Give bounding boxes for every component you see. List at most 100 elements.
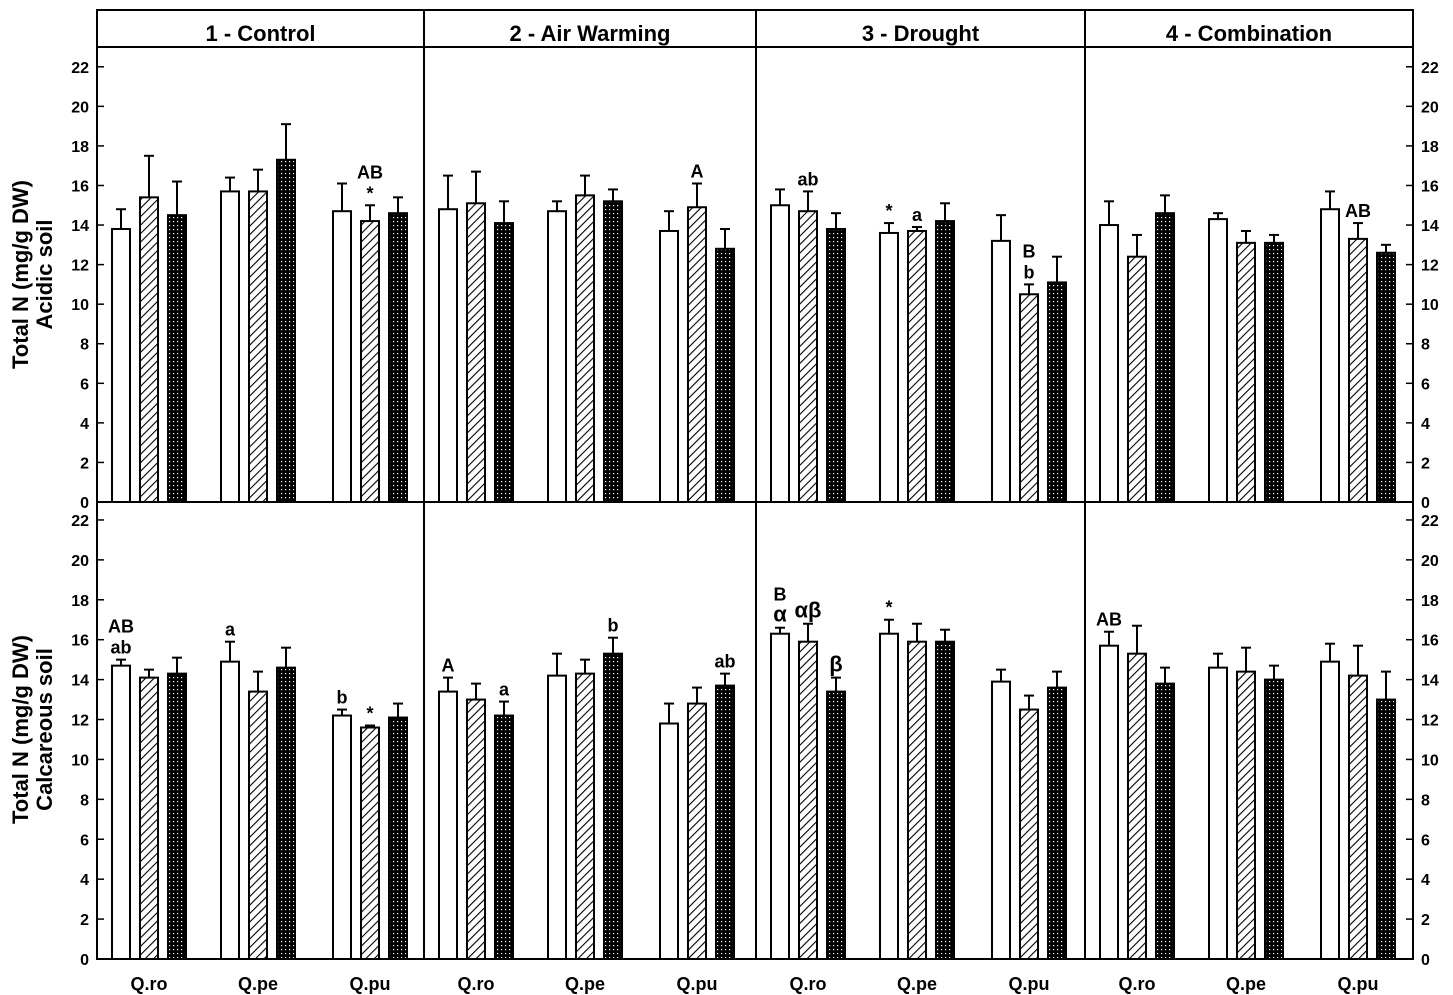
- y-tick-label-left: 20: [71, 99, 89, 116]
- bar: [466, 202, 486, 503]
- bar: [1236, 670, 1256, 960]
- y-tick-label-left: 16: [71, 633, 89, 650]
- bar: [1155, 682, 1175, 960]
- bar: [494, 222, 514, 503]
- y-axis-title: Total N (mg/g DW): [8, 635, 33, 824]
- y-tick-label-right: 10: [1421, 752, 1439, 769]
- significance-label: a: [225, 620, 236, 640]
- panel-title: 3 - Drought: [862, 21, 980, 46]
- panel-title: 1 - Control: [206, 21, 316, 46]
- bar: [1264, 241, 1284, 503]
- bar: [1320, 208, 1340, 504]
- bar: [1208, 666, 1228, 960]
- significance-label: AB: [108, 617, 134, 637]
- bar: [494, 714, 514, 961]
- bar: [770, 204, 790, 503]
- bar: [991, 239, 1011, 503]
- y-tick-label-right: 20: [1421, 553, 1439, 570]
- bar: [1236, 241, 1256, 503]
- x-tick-label: Q.pe: [238, 974, 278, 994]
- bar: [167, 672, 187, 961]
- significance-label: AB: [1345, 201, 1371, 221]
- significance-label: B: [1023, 241, 1036, 261]
- significance-label: *: [366, 704, 373, 724]
- bar: [687, 206, 707, 503]
- significance-label: B: [774, 585, 787, 605]
- y-tick-label-left: 0: [80, 952, 89, 969]
- x-tick-label: Q.ro: [789, 974, 826, 994]
- bar: [466, 698, 486, 961]
- x-tick-label: Q.pe: [565, 974, 605, 994]
- y-tick-label-left: 12: [71, 713, 89, 730]
- y-tick-label-left: 18: [71, 593, 89, 610]
- bar: [1348, 674, 1368, 960]
- x-tick-label: Q.pu: [677, 974, 718, 994]
- significance-label: AB: [357, 162, 383, 182]
- bar: [798, 210, 818, 503]
- x-tick-label: Q.pe: [897, 974, 937, 994]
- bar: [167, 214, 187, 504]
- y-tick-label-left: 10: [71, 752, 89, 769]
- bar: [276, 666, 296, 960]
- y-tick-label-right: 0: [1421, 952, 1430, 969]
- panel-title: 4 - Combination: [1166, 21, 1332, 46]
- bar: [276, 158, 296, 503]
- bar: [332, 714, 352, 961]
- bar: [1099, 644, 1119, 960]
- y-axis-title: Acidic soil: [32, 219, 57, 329]
- bar: [547, 674, 567, 960]
- y-tick-label-right: 2: [1421, 455, 1430, 472]
- y-tick-label-right: 6: [1421, 376, 1430, 393]
- plot-area: 1 - Control 2 - Air Warming 3 - Drought 4 -…: [8, 9, 1439, 994]
- bar: [1099, 224, 1119, 503]
- bar: [1376, 251, 1396, 503]
- bar: [438, 208, 458, 504]
- x-tick-label: Q.ro: [457, 974, 494, 994]
- bar: [879, 231, 899, 504]
- significance-label: *: [885, 598, 892, 618]
- bar: [220, 190, 240, 503]
- bar: [1047, 686, 1067, 960]
- bar: [935, 640, 955, 960]
- significance-label: ab: [797, 169, 818, 189]
- y-tick-label-left: 12: [71, 258, 89, 275]
- bar: [111, 664, 131, 961]
- y-tick-label-right: 12: [1421, 713, 1439, 730]
- y-tick-label-right: 4: [1421, 416, 1430, 433]
- bar: [991, 680, 1011, 961]
- y-tick-label-left: 16: [71, 178, 89, 195]
- significance-label: ab: [110, 638, 131, 658]
- y-tick-label-right: 0: [1421, 495, 1430, 512]
- bar: [826, 690, 846, 960]
- bar: [879, 632, 899, 960]
- significance-label: αβ: [795, 598, 822, 623]
- bar: [1019, 293, 1039, 504]
- bar: [1127, 255, 1147, 503]
- bar: [687, 702, 707, 960]
- y-tick-label-left: 18: [71, 139, 89, 156]
- significance-label: A: [442, 656, 455, 676]
- y-tick-label-left: 14: [71, 218, 89, 235]
- y-tick-label-right: 8: [1421, 337, 1430, 354]
- y-tick-label-left: 6: [80, 376, 89, 393]
- bar: [1264, 678, 1284, 960]
- y-tick-label-right: 2: [1421, 912, 1430, 929]
- y-tick-label-right: 20: [1421, 99, 1439, 116]
- y-tick-label-left: 2: [80, 912, 89, 929]
- bar: [111, 228, 131, 503]
- significance-label: a: [499, 680, 510, 700]
- x-tick-label: Q.ro: [130, 974, 167, 994]
- bar: [603, 652, 623, 960]
- y-tick-label-right: 16: [1421, 178, 1439, 195]
- bar: [388, 716, 408, 960]
- bar: [575, 672, 595, 961]
- y-axis-title: Total N (mg/g DW): [8, 180, 33, 369]
- significance-label: b: [337, 688, 348, 708]
- bar: [715, 684, 735, 960]
- bar: [798, 640, 818, 960]
- significance-label: A: [691, 162, 704, 182]
- bar: [575, 194, 595, 503]
- bar: [907, 229, 927, 503]
- bar: [139, 196, 159, 503]
